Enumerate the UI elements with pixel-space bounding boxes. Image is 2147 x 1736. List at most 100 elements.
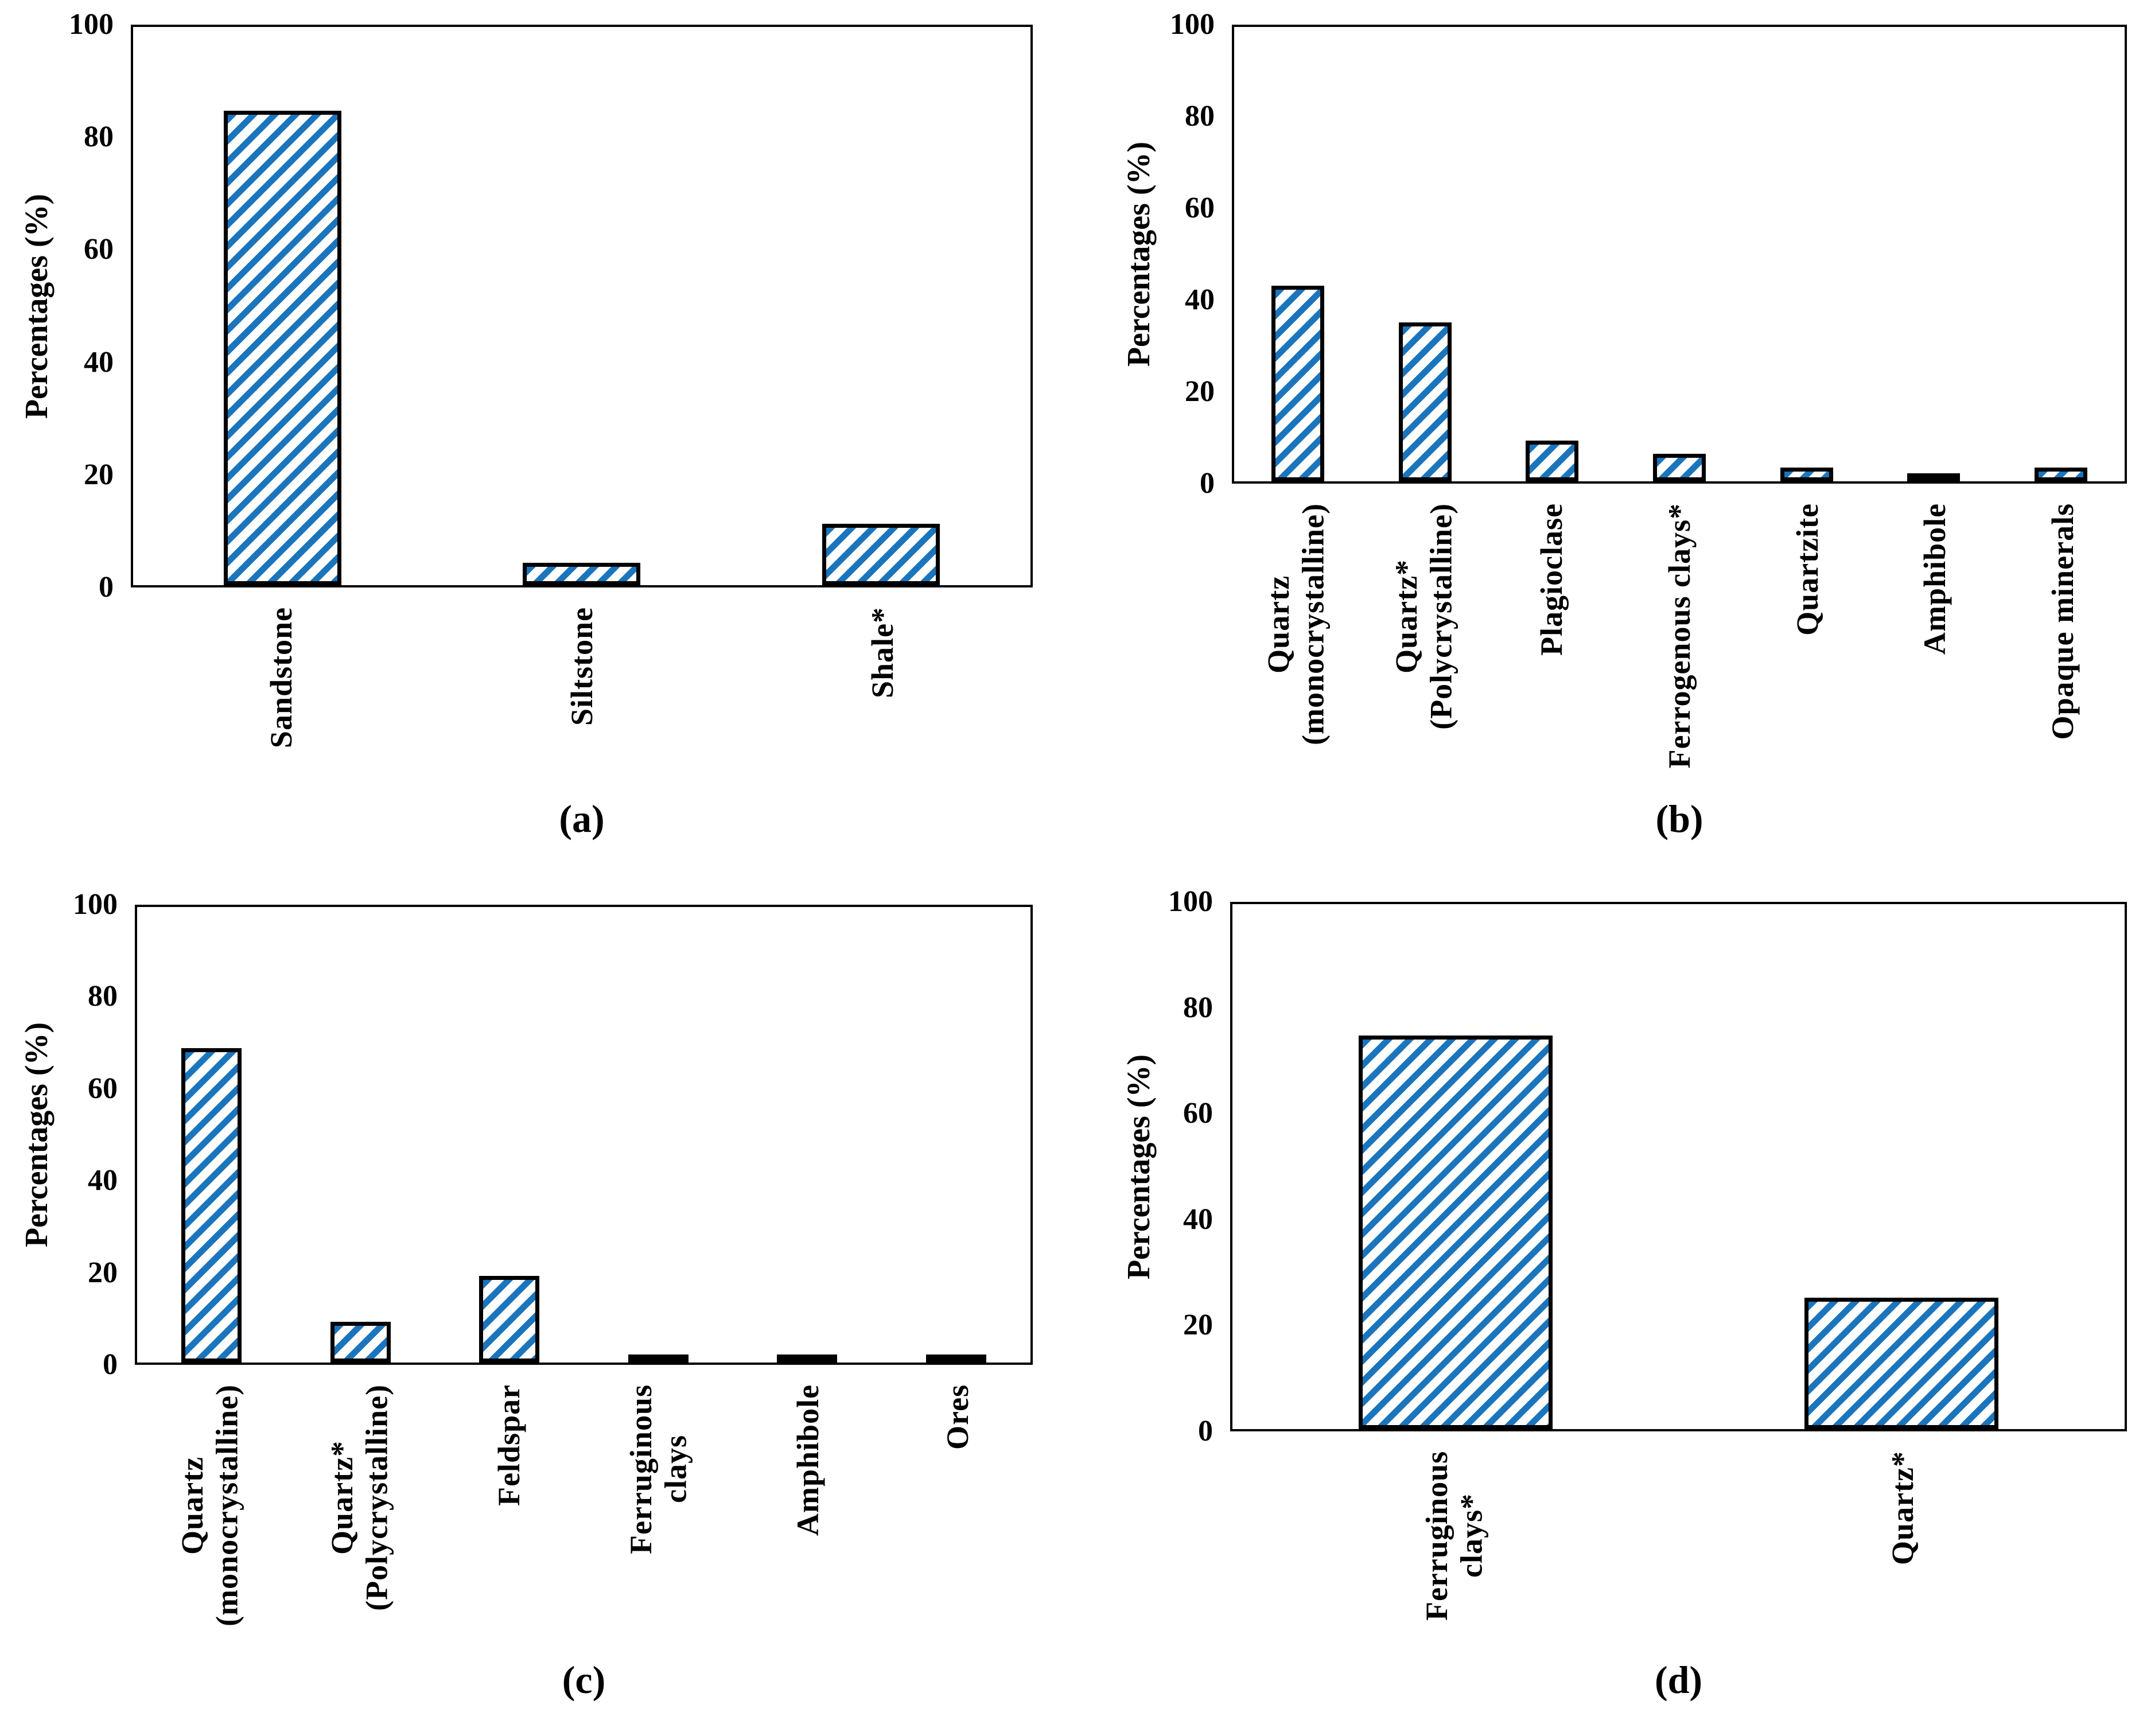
bar-slot: [435, 907, 584, 1363]
y-axis-tick-labels: 100 80 60 40 20 0: [0, 890, 118, 1380]
y-tick-label: 20: [1183, 1309, 1213, 1342]
bar-series: [137, 907, 1030, 1363]
x-axis-label: Plagioclase: [1534, 503, 1569, 656]
bar-slot: [882, 907, 1031, 1363]
x-axis-label: Quartz* (Polycrystalline): [324, 1384, 394, 1611]
bar-slot: [584, 907, 733, 1363]
y-tick-label: 20: [84, 458, 114, 491]
bar-slot: [1679, 904, 2125, 1429]
bar-quartz-polycrystalline: [330, 1321, 391, 1363]
panel-caption: (b): [1655, 797, 1703, 840]
y-tick-label: 0: [1200, 467, 1215, 500]
bar-slot: [733, 907, 882, 1363]
bar-series: [133, 27, 1030, 585]
y-tick-label: 60: [1185, 192, 1215, 224]
bar-amphibole: [777, 1354, 838, 1363]
x-label-cell: Feldspar: [434, 1384, 584, 1683]
x-label-cell: Ferruginous clays: [584, 1384, 733, 1683]
x-axis-label: Amphibole: [791, 1384, 826, 1536]
y-axis-tick-labels: 100 80 60 40 20 0: [1074, 10, 1215, 499]
x-label-cell: Sandstone: [131, 607, 431, 825]
bar-feldspar: [479, 1276, 540, 1363]
bar-slot: [286, 907, 435, 1363]
y-tick-label: 0: [103, 1348, 118, 1381]
y-tick-label: 80: [1183, 991, 1213, 1024]
bar-siltstone: [523, 563, 641, 585]
bar-slot: [133, 27, 432, 585]
x-label-cell: Ferruginous clays*: [1230, 1451, 1679, 1640]
x-axis-label: Ferruginous clays: [624, 1384, 693, 1555]
chart-panel-a: Percentages (%) 100 80 60 40 20 0 Sandstone Si…: [0, 0, 1074, 868]
x-label-cell: Opaque minerals: [1999, 503, 2127, 801]
x-label-cell: Plagioclase: [1488, 503, 1616, 801]
x-label-cell: Ores: [883, 1384, 1033, 1683]
plot-area: [135, 905, 1033, 1365]
x-axis-labels: Quartz (monocrystalline) Quartz* (Polycry…: [135, 1384, 1033, 1683]
x-axis-label: Ferruginous clays*: [1419, 1451, 1489, 1621]
bar-quartz-polycrystalline: [1398, 322, 1452, 481]
y-tick-label: 40: [1185, 283, 1215, 316]
bar-ferruginous-clays: [1358, 1035, 1553, 1429]
y-axis-tick-labels: 100 80 60 40 20 0: [0, 10, 114, 602]
bar-slot: [1997, 27, 2125, 481]
bar-quartz: [1804, 1298, 1999, 1429]
bar-ferruginous-clays: [628, 1354, 689, 1363]
y-tick-label: 60: [1183, 1097, 1213, 1130]
x-label-cell: Ferrogenous clays*: [1616, 503, 1744, 801]
x-axis-label: Quartz (monocrystalline): [174, 1384, 244, 1626]
x-label-cell: Quartz (monocrystalline): [135, 1384, 285, 1683]
bar-slot: [1743, 27, 1870, 481]
y-tick-label: 100: [1170, 8, 1215, 41]
bar-quartzite: [1780, 468, 1833, 481]
x-axis-label: Siltstone: [564, 607, 599, 726]
bar-quartz-monocrystalline: [181, 1048, 242, 1363]
x-axis-label: Quartz* (Polycrystalline): [1388, 503, 1458, 730]
x-axis-label: Ores: [940, 1384, 975, 1450]
bar-slot: [1870, 27, 1998, 481]
x-label-cell: Amphibole: [1871, 503, 1999, 801]
panel-caption: (c): [562, 1658, 606, 1702]
x-axis-label: Feldspar: [491, 1384, 526, 1507]
bar-plagioclase: [1526, 440, 1579, 481]
y-axis-tick-labels: 100 80 60 40 20 0: [1074, 887, 1213, 1446]
y-tick-label: 100: [73, 888, 118, 921]
x-axis-labels: Quartz (monocrystalline) Quartz* (Polycry…: [1232, 503, 2127, 801]
bar-ferrogenous-clays: [1653, 454, 1706, 481]
x-label-cell: Quartzite: [1743, 503, 1871, 801]
y-tick-label: 100: [1168, 885, 1213, 918]
bar-slot: [1616, 27, 1743, 481]
x-label-cell: Siltstone: [431, 607, 732, 825]
bar-opaque-minerals: [2035, 468, 2088, 481]
bar-slot: [1362, 27, 1489, 481]
x-axis-label: Amphibole: [1917, 503, 1952, 655]
y-tick-label: 80: [84, 120, 114, 154]
bar-series: [1232, 904, 2125, 1429]
plot-area: [1232, 25, 2127, 484]
y-tick-label: 80: [1185, 100, 1215, 133]
x-axis-label: Opaque minerals: [2045, 503, 2080, 740]
bar-quartz-monocrystalline: [1271, 286, 1324, 481]
plot-area: [1230, 902, 2127, 1431]
bar-series: [1234, 27, 2125, 481]
panel-caption: (d): [1654, 1658, 1703, 1702]
bar-slot: [137, 907, 286, 1363]
plot-area: [131, 25, 1033, 587]
x-label-cell: Amphibole: [733, 1384, 883, 1683]
y-tick-label: 40: [84, 345, 114, 379]
y-tick-label: 40: [1183, 1202, 1213, 1236]
x-axis-label: Shale*: [865, 607, 900, 699]
bar-slot: [732, 27, 1030, 585]
y-tick-label: 60: [88, 1072, 118, 1105]
y-tick-label: 100: [69, 8, 114, 41]
bar-slot: [1234, 27, 1362, 481]
x-axis-label: Ferrogenous clays*: [1662, 503, 1697, 769]
bar-ores: [925, 1354, 986, 1363]
y-tick-label: 40: [88, 1164, 118, 1197]
x-axis-label: Quartz*: [1885, 1451, 1920, 1565]
y-tick-label: 20: [88, 1256, 118, 1289]
x-axis-label: Sandstone: [263, 607, 298, 749]
x-axis-labels: Ferruginous clays* Quartz*: [1230, 1451, 2127, 1640]
y-tick-label: 60: [84, 233, 114, 266]
x-axis-label: Quartzite: [1790, 503, 1825, 636]
bar-slot: [1232, 904, 1679, 1429]
